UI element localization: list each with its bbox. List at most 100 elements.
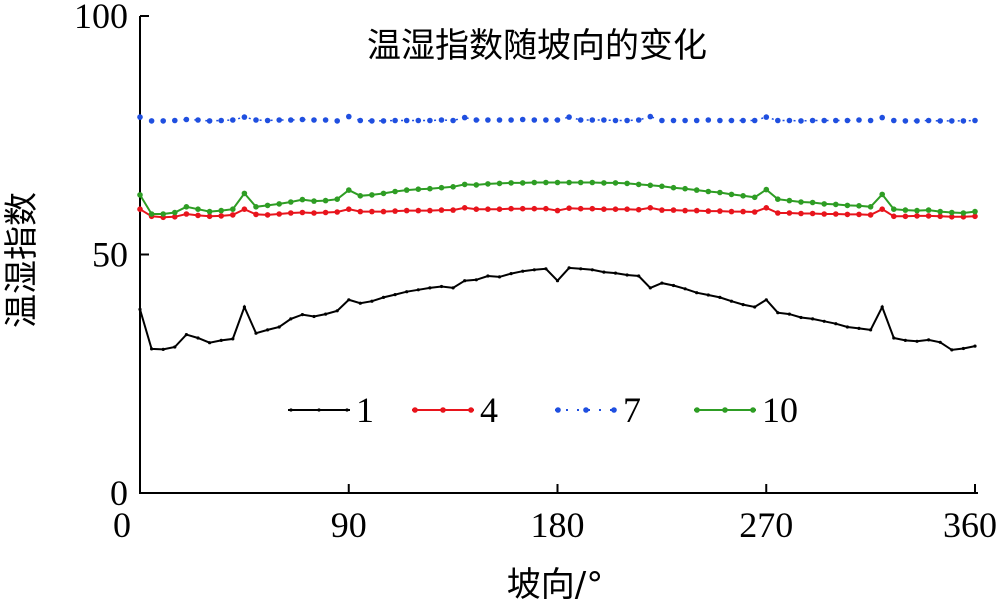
data-point [961,346,966,351]
data-point [172,214,178,220]
data-point [949,209,955,216]
data-point [346,113,352,120]
data-point [566,179,572,186]
data-point [195,206,201,212]
data-point [647,113,654,120]
data-point [867,212,874,218]
data-point [195,212,201,219]
data-point [763,186,770,193]
data-point [403,187,410,193]
data-point [950,348,954,352]
data-point [358,301,362,305]
data-point [486,274,490,278]
x-tick-label: 180 [531,505,585,545]
data-point [601,180,607,186]
legend-item-4: 4 [412,390,498,430]
data-point [763,114,770,120]
data-point [590,268,594,272]
data-point [183,116,190,123]
data-point [427,207,433,214]
data-point [519,180,526,186]
data-point [845,325,850,329]
data-point [299,116,306,123]
data-point [392,208,398,214]
data-point [369,208,375,215]
data-point [706,293,710,297]
data-point [264,212,271,218]
data-point [322,197,329,204]
data-point [601,117,607,123]
data-point [589,179,596,186]
data-point [183,211,190,217]
data-point [925,117,932,124]
data-point [902,118,909,124]
data-point [670,184,677,191]
data-point [544,267,548,271]
data-point [705,117,712,123]
data-point [973,344,977,348]
data-point [334,196,341,202]
data-point [311,210,317,216]
data-point [450,117,456,124]
data-point [463,279,467,283]
data-point [821,117,827,124]
data-point [346,187,352,193]
data-point [393,293,397,297]
data-point [624,206,630,212]
data-point [496,117,503,123]
data-point [554,117,561,123]
data-point [867,117,874,124]
data-point [277,325,281,329]
data-point [903,338,908,342]
data-point [218,117,224,124]
data-point [637,274,641,278]
data-point [231,337,235,341]
data-point [531,117,538,123]
legend-swatch-marker [722,407,728,413]
data-point [809,117,816,124]
data-point [521,269,525,273]
data-point [798,199,804,205]
data-point [473,206,480,212]
data-point [972,208,978,215]
data-point [787,312,792,316]
data-point [879,114,885,121]
data-point [775,210,781,216]
legend-item-1: 1 [288,390,374,430]
data-point [150,347,154,351]
data-point [380,118,387,124]
data-point [253,211,259,218]
data-point [972,213,978,220]
data-point [671,283,676,288]
data-point [949,214,955,220]
data-point [311,117,317,123]
data-point [811,317,815,321]
data-point [370,299,374,303]
data-point [218,207,224,214]
data-point [891,117,897,124]
data-point [938,340,942,344]
data-point [902,213,909,220]
data-point [972,117,978,124]
series-10 [137,179,978,217]
data-point [764,298,768,302]
data-point [740,117,746,124]
data-point [497,275,502,279]
data-point [357,193,364,199]
data-point [392,117,398,124]
data-point [403,207,410,214]
data-point [821,211,827,217]
data-point [949,118,955,124]
data-point [856,203,862,209]
data-point [485,117,491,123]
data-point [415,117,422,124]
data-point [288,210,294,216]
data-point [380,208,387,215]
data-point [299,209,306,216]
data-point [357,208,364,215]
data-point [288,117,294,123]
data-point [612,117,619,124]
data-point [184,333,188,337]
y-tick-label: 50 [92,235,128,275]
data-point [937,208,943,215]
